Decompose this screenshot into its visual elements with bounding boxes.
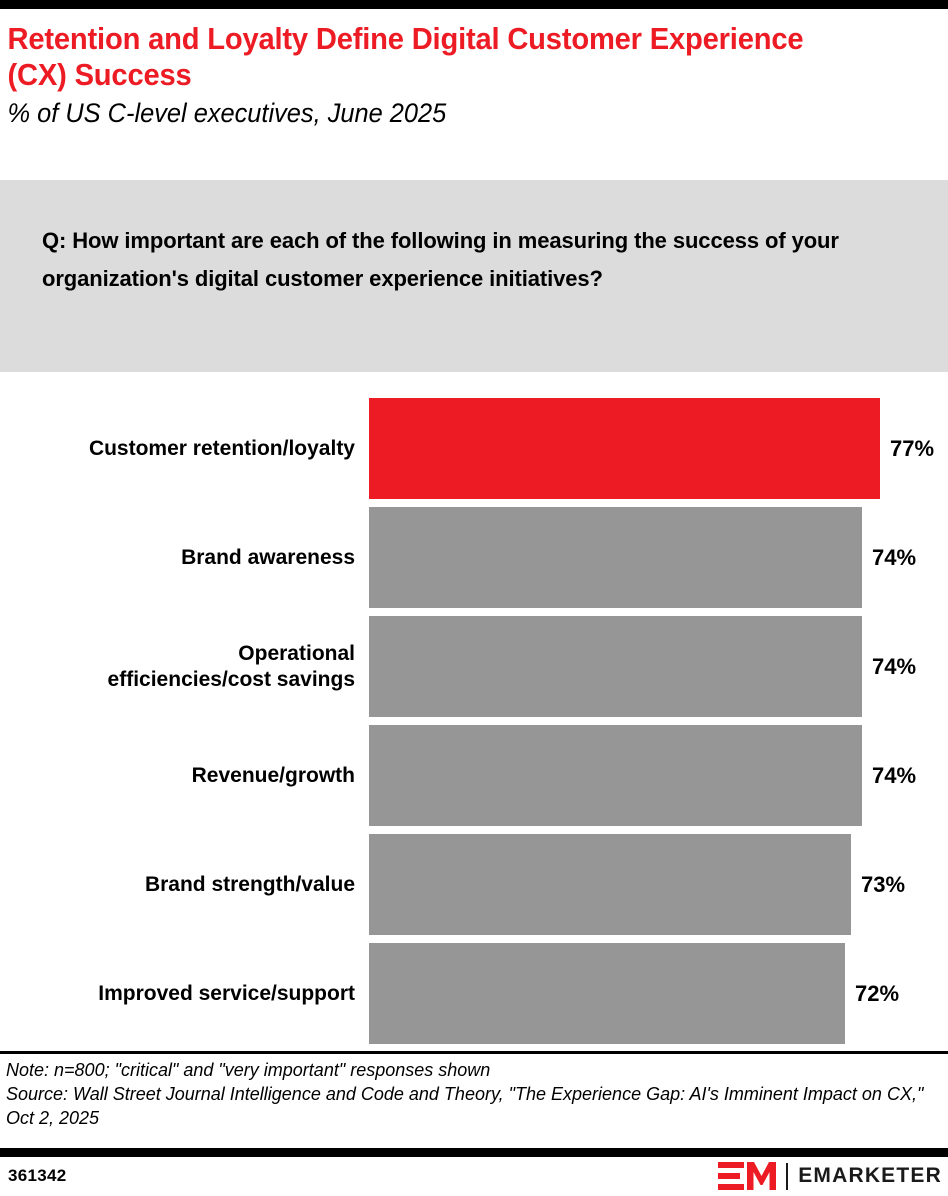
bar-chart-plot: Customer retention/loyalty 77% Brand awa… (0, 398, 948, 1048)
bar-track: 74% (369, 616, 948, 717)
footnote-divider (0, 1051, 948, 1054)
bar-value (369, 725, 862, 826)
bar-category-label: Brand awareness (181, 545, 355, 569)
footer-divider (0, 1148, 948, 1157)
table-row: Brand awareness 74% (0, 507, 948, 608)
chart-header: Retention and Loyalty Define Digital Cus… (0, 9, 948, 130)
emarketer-logo[interactable]: EMARKETER (718, 1161, 942, 1191)
brand-name: EMARKETER (798, 1164, 942, 1187)
note-text: Note: n=800; "critical" and "very import… (6, 1060, 491, 1080)
top-divider (0, 0, 948, 9)
bar-value (369, 616, 862, 717)
bar-category-label: Operational efficiencies/cost savings (107, 641, 355, 691)
bar-track: 73% (369, 834, 948, 935)
bar-track: 74% (369, 725, 948, 826)
chart-title: Retention and Loyalty Define Digital Cus… (7, 21, 804, 92)
bar-value-label: 74% (872, 653, 917, 679)
bar-category-label: Brand strength/value (144, 872, 355, 896)
bar-track: 77% (369, 398, 948, 499)
bar-value-label: 74% (872, 544, 917, 570)
table-row: Brand strength/value 73% (0, 834, 948, 935)
bar-value (369, 943, 845, 1044)
table-row: Customer retention/loyalty 77% (0, 398, 948, 499)
bar-value (369, 398, 880, 499)
bar-track: 74% (369, 507, 948, 608)
em-logo-icon (718, 1162, 777, 1190)
survey-question-panel: Q: How important are each of the followi… (0, 180, 948, 372)
bar-value-label: 73% (861, 871, 906, 897)
source-text: Source: Wall Street Journal Intelligence… (6, 1084, 924, 1128)
bar-category-label: Revenue/growth (191, 763, 355, 787)
table-row: Operational efficiencies/cost savings 74… (0, 616, 948, 717)
chart-subtitle: % of US C-level executives, June 2025 (7, 98, 447, 128)
bar-value (369, 507, 862, 608)
table-row: Improved service/support 72% (0, 943, 948, 1044)
bar-value (369, 834, 851, 935)
chart-id: 361342 (8, 1166, 67, 1185)
table-row: Revenue/growth 74% (0, 725, 948, 826)
bar-category-label: Customer retention/loyalty (88, 436, 355, 460)
footnotes: Note: n=800; "critical" and "very import… (6, 1058, 942, 1130)
brand-divider (786, 1162, 789, 1190)
chart-footer: 361342 EMARKETER (0, 1157, 948, 1196)
bar-track: 72% (369, 943, 948, 1044)
bar-value-label: 77% (890, 435, 935, 461)
bar-value-label: 72% (855, 980, 900, 1006)
survey-question-text: Q: How important are each of the followi… (42, 228, 839, 291)
bar-category-label: Improved service/support (98, 981, 355, 1005)
bar-value-label: 74% (872, 762, 917, 788)
